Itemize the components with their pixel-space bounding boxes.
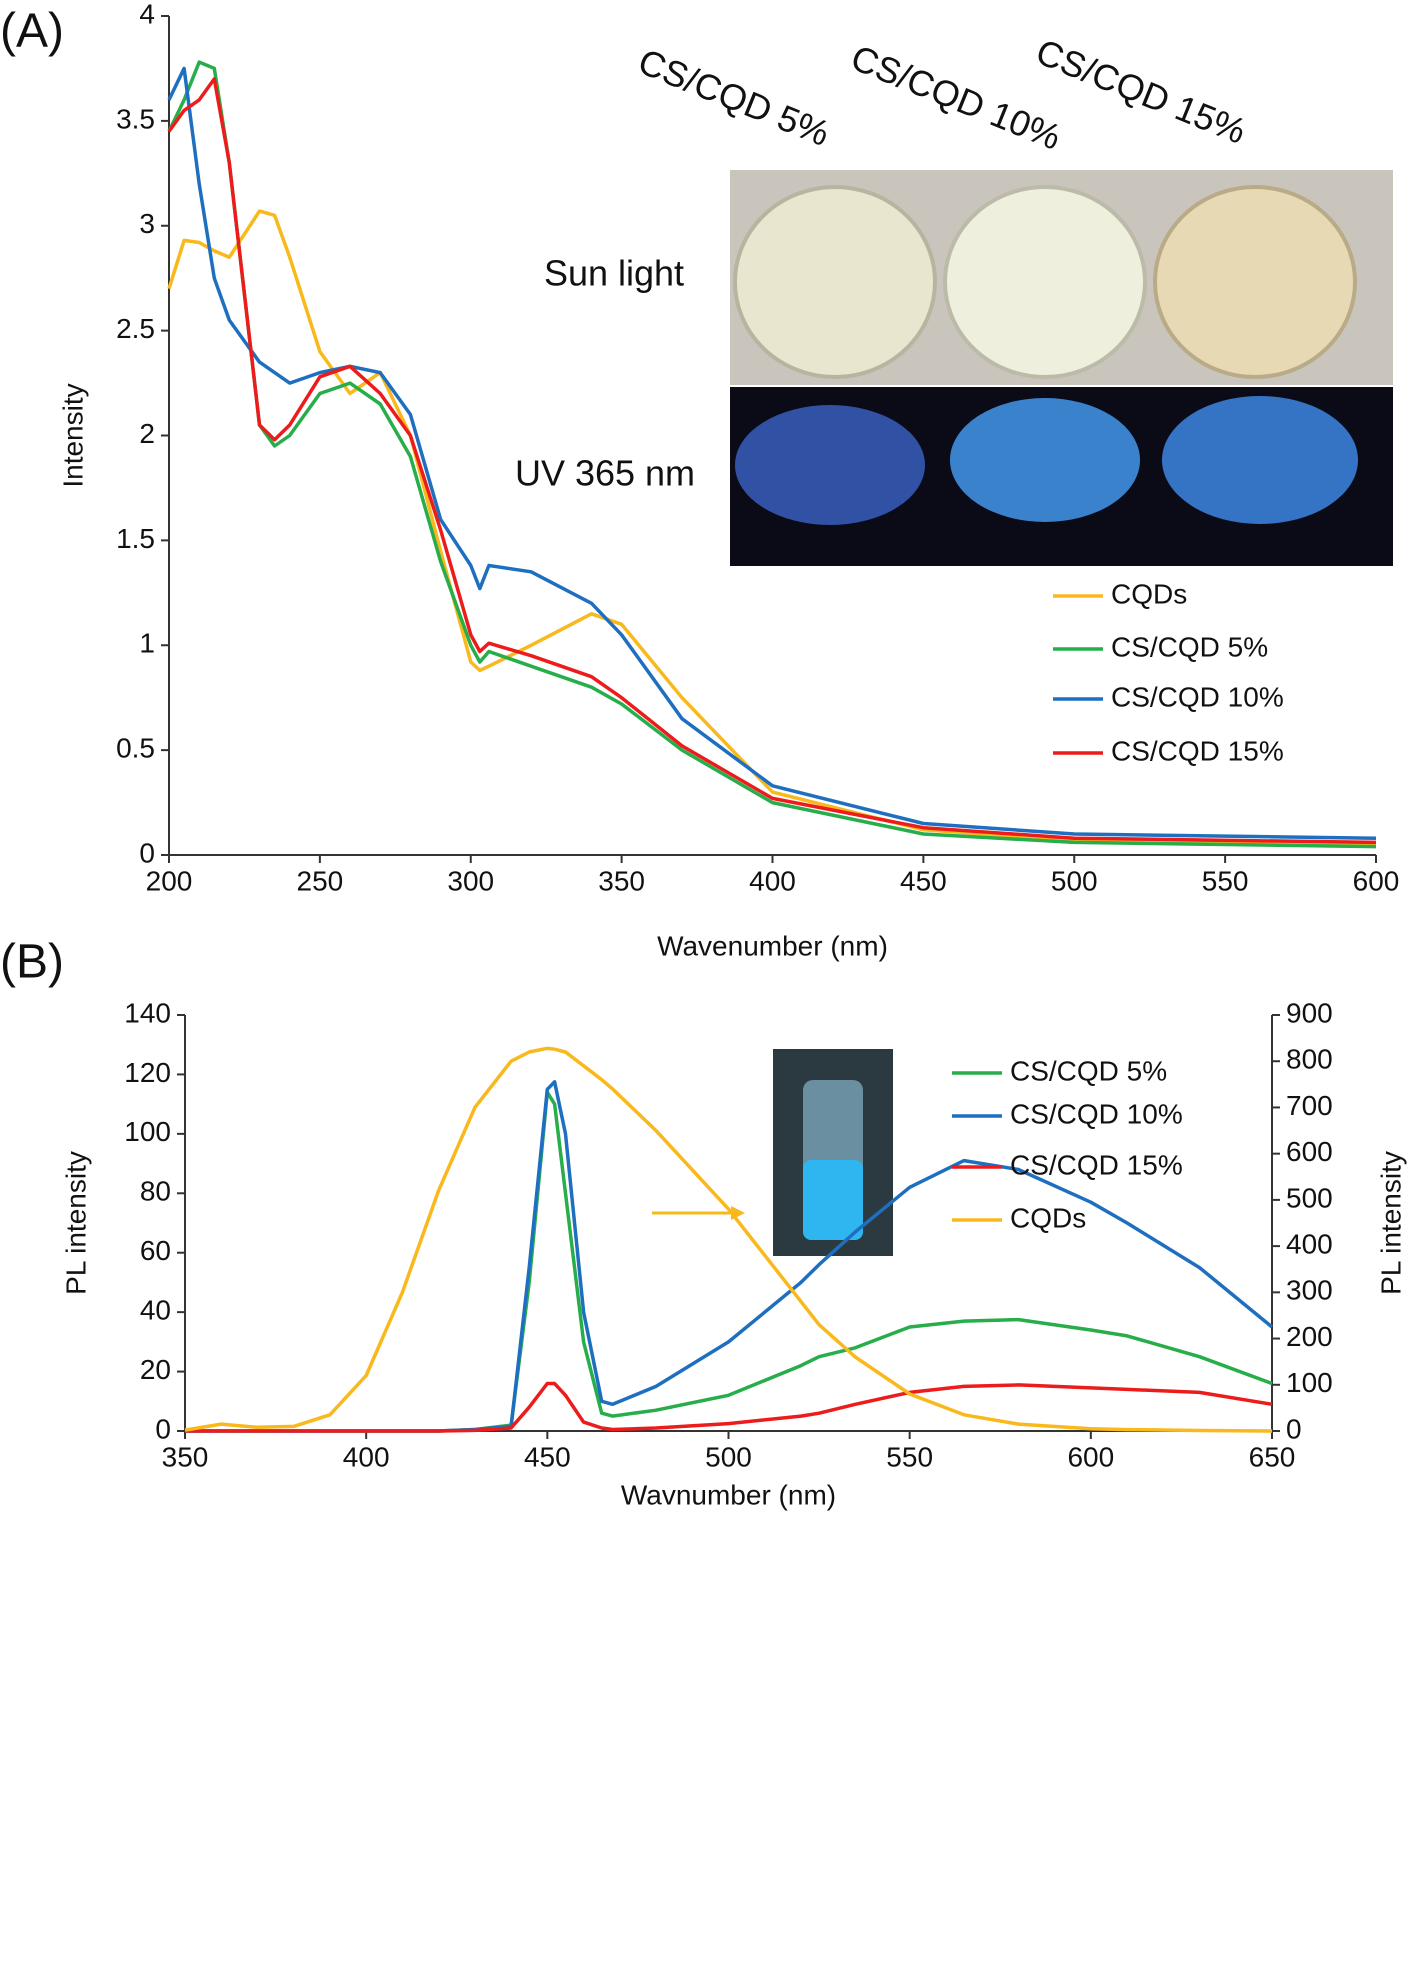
y-tick-label: 3 [139,208,155,239]
series-line [185,1080,1274,1433]
legend-label: CS/CQD 5% [1010,1055,1167,1086]
y2-tick-label: 300 [1286,1275,1333,1306]
y-tick-label: 0 [139,837,155,868]
series-line [167,66,1377,840]
y2-tick-label: 100 [1286,1367,1333,1398]
annotation: CS/CQD 10% [845,37,1066,158]
series-line [167,77,1377,845]
y-tick-label: 140 [124,997,171,1028]
panel-label: (B) [0,936,64,989]
y2-tick-label: 600 [1286,1136,1333,1167]
x-tick-label: 600 [1353,865,1400,896]
y-tick-label: 20 [140,1354,171,1385]
y2-tick-label: 0 [1286,1413,1302,1444]
y-axis-title: Intensity [57,383,88,487]
x-tick-label: 550 [886,1441,933,1472]
dish-uv [1162,396,1358,524]
legend-label: CS/CQD 15% [1010,1149,1183,1180]
dish-uv [735,405,925,525]
x-tick-label: 400 [749,865,796,896]
x-axis-title: Wavenumber (nm) [657,930,888,961]
y2-tick-label: 700 [1286,1090,1333,1121]
panel-label: (A) [0,5,64,58]
x-tick-label: 400 [343,1441,390,1472]
legend-label: CS/CQD 5% [1111,631,1268,662]
x-tick-label: 600 [1067,1441,1114,1472]
y-tick-label: 40 [140,1295,171,1326]
series-line [167,209,1377,847]
annotation: CS/CQD 15% [1030,31,1251,152]
x-tick-label: 250 [297,865,344,896]
y2-tick-label: 800 [1286,1044,1333,1075]
series-line [184,1046,1273,1433]
y-tick-label: 2 [139,418,155,449]
series-line [185,1381,1273,1433]
dish [1153,185,1357,379]
y2-tick-label: 900 [1286,997,1333,1028]
dish [943,185,1147,379]
legend-label: CS/CQD 10% [1111,681,1284,712]
y-tick-label: 80 [140,1176,171,1207]
y-axis-title: PL intensity [60,1151,91,1295]
x-tick-label: 450 [900,865,947,896]
y2-tick-label: 200 [1286,1321,1333,1352]
y-tick-label: 3.5 [116,103,155,134]
dish [733,185,937,379]
y-tick-label: 2.5 [116,313,155,344]
x-tick-label: 500 [705,1441,752,1472]
x-tick-label: 450 [524,1441,571,1472]
annotation: Sun light [544,253,684,294]
series-line [185,1090,1273,1433]
annotation: CS/CQD 5% [633,40,836,154]
legend-label: CS/CQD 10% [1010,1098,1183,1129]
y-tick-label: 0.5 [116,733,155,764]
x-tick-label: 650 [1249,1441,1296,1472]
x-tick-label: 500 [1051,865,1098,896]
dish-uv [950,398,1140,522]
annotation: UV 365 nm [515,453,695,494]
x-tick-label: 200 [146,865,193,896]
y-tick-label: 1 [139,628,155,659]
y-tick-label: 0 [155,1413,171,1444]
y2-tick-label: 500 [1286,1182,1333,1213]
legend-label: CQDs [1010,1202,1086,1233]
x-tick-label: 550 [1202,865,1249,896]
y-tick-label: 100 [124,1116,171,1147]
y-tick-label: 1.5 [116,523,155,554]
vial-liquid [803,1160,863,1240]
y-tick-label: 60 [140,1235,171,1266]
x-axis-title: Wavnumber (nm) [621,1479,836,1510]
x-tick-label: 350 [162,1441,209,1472]
x-tick-label: 350 [598,865,645,896]
y-tick-label: 120 [124,1057,171,1088]
legend-label: CQDs [1111,578,1187,609]
y-tick-label: 4 [139,0,155,29]
x-tick-label: 300 [447,865,494,896]
y2-tick-label: 400 [1286,1229,1333,1260]
legend-label: CS/CQD 15% [1111,735,1284,766]
y2-axis-title: PL intensity [1375,1151,1406,1295]
